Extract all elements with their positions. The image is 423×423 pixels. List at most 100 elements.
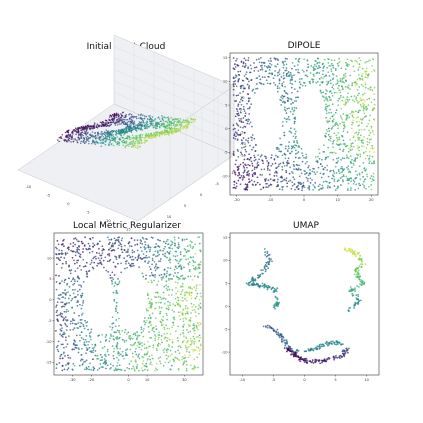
- data-point: [152, 122, 154, 125]
- data-point: [103, 125, 105, 127]
- data-point: [353, 273, 356, 276]
- data-point: [133, 142, 135, 144]
- data-point: [55, 363, 58, 366]
- data-point: [298, 181, 300, 184]
- data-point: [325, 340, 328, 343]
- data-point: [182, 317, 184, 320]
- data-point: [288, 141, 290, 143]
- data-point: [298, 156, 301, 159]
- data-point: [331, 151, 334, 154]
- data-point: [329, 117, 332, 120]
- data-point: [83, 137, 85, 139]
- data-point: [143, 141, 145, 144]
- data-point: [303, 58, 305, 61]
- data-point: [351, 142, 354, 145]
- data-point: [77, 293, 79, 296]
- data-point: [193, 329, 196, 332]
- data-point: [130, 262, 133, 265]
- data-point: [62, 343, 64, 346]
- data-point: [251, 175, 254, 178]
- data-point: [177, 368, 180, 371]
- data-point: [79, 334, 81, 336]
- data-point: [250, 179, 253, 182]
- data-point: [332, 146, 334, 148]
- data-point: [369, 177, 372, 180]
- data-point: [77, 259, 80, 262]
- data-point: [361, 75, 363, 78]
- data-point: [62, 352, 65, 355]
- data-point: [85, 261, 88, 264]
- data-point: [146, 238, 148, 241]
- data-point: [309, 72, 312, 74]
- data-point: [60, 137, 63, 140]
- data-point: [273, 303, 276, 306]
- data-point: [320, 76, 323, 79]
- data-point: [242, 61, 245, 64]
- data-point: [326, 186, 329, 189]
- data-point: [341, 157, 344, 159]
- data-point: [370, 70, 373, 73]
- data-point: [281, 188, 284, 191]
- data-point: [290, 86, 293, 89]
- data-point: [169, 122, 171, 124]
- data-point: [147, 262, 149, 264]
- data-point: [140, 328, 143, 331]
- data-point: [70, 299, 73, 302]
- data-point: [163, 123, 165, 126]
- data-point: [165, 354, 168, 357]
- data-point: [140, 142, 143, 144]
- data-point: [120, 239, 123, 242]
- data-point: [239, 176, 242, 179]
- data-point: [333, 180, 336, 182]
- data-point: [235, 159, 238, 162]
- data-point: [195, 335, 198, 338]
- data-point: [148, 135, 151, 137]
- data-point: [248, 85, 251, 87]
- data-point: [89, 336, 92, 338]
- data-point: [330, 59, 333, 62]
- data-point: [74, 130, 76, 132]
- data-point: [267, 267, 270, 270]
- data-point: [160, 125, 162, 127]
- data-point: [241, 65, 244, 67]
- data-point: [146, 294, 149, 297]
- data-point: [162, 116, 164, 118]
- data-point: [336, 136, 338, 139]
- data-point: [125, 118, 127, 121]
- data-point: [233, 134, 236, 137]
- data-point: [338, 341, 341, 344]
- data-point: [107, 132, 110, 135]
- data-point: [162, 240, 165, 243]
- tick-label: 5: [240, 108, 242, 112]
- data-point: [354, 132, 356, 135]
- data-point: [71, 278, 74, 281]
- data-point: [146, 127, 148, 129]
- data-point: [332, 169, 335, 172]
- data-point: [358, 100, 360, 103]
- data-point: [144, 321, 147, 324]
- data-point: [78, 245, 80, 247]
- data-point: [128, 245, 131, 247]
- data-point: [328, 181, 331, 184]
- data-point: [65, 261, 67, 263]
- data-point: [142, 253, 145, 255]
- data-point: [176, 124, 179, 127]
- data-point: [333, 341, 335, 344]
- data-point: [185, 291, 187, 293]
- data-point: [232, 124, 235, 126]
- data-point: [129, 112, 131, 115]
- data-point: [372, 58, 375, 61]
- data-point: [131, 249, 134, 252]
- data-point: [173, 268, 176, 271]
- data-point: [61, 357, 64, 360]
- data-point: [256, 176, 259, 179]
- data-point: [306, 361, 308, 364]
- data-point: [317, 166, 320, 169]
- data-point: [265, 186, 268, 188]
- tick-label: -5: [240, 131, 244, 135]
- data-point: [336, 356, 339, 359]
- data-point: [163, 351, 165, 354]
- data-point: [112, 130, 114, 132]
- data-point: [251, 276, 254, 279]
- data-point: [156, 127, 158, 130]
